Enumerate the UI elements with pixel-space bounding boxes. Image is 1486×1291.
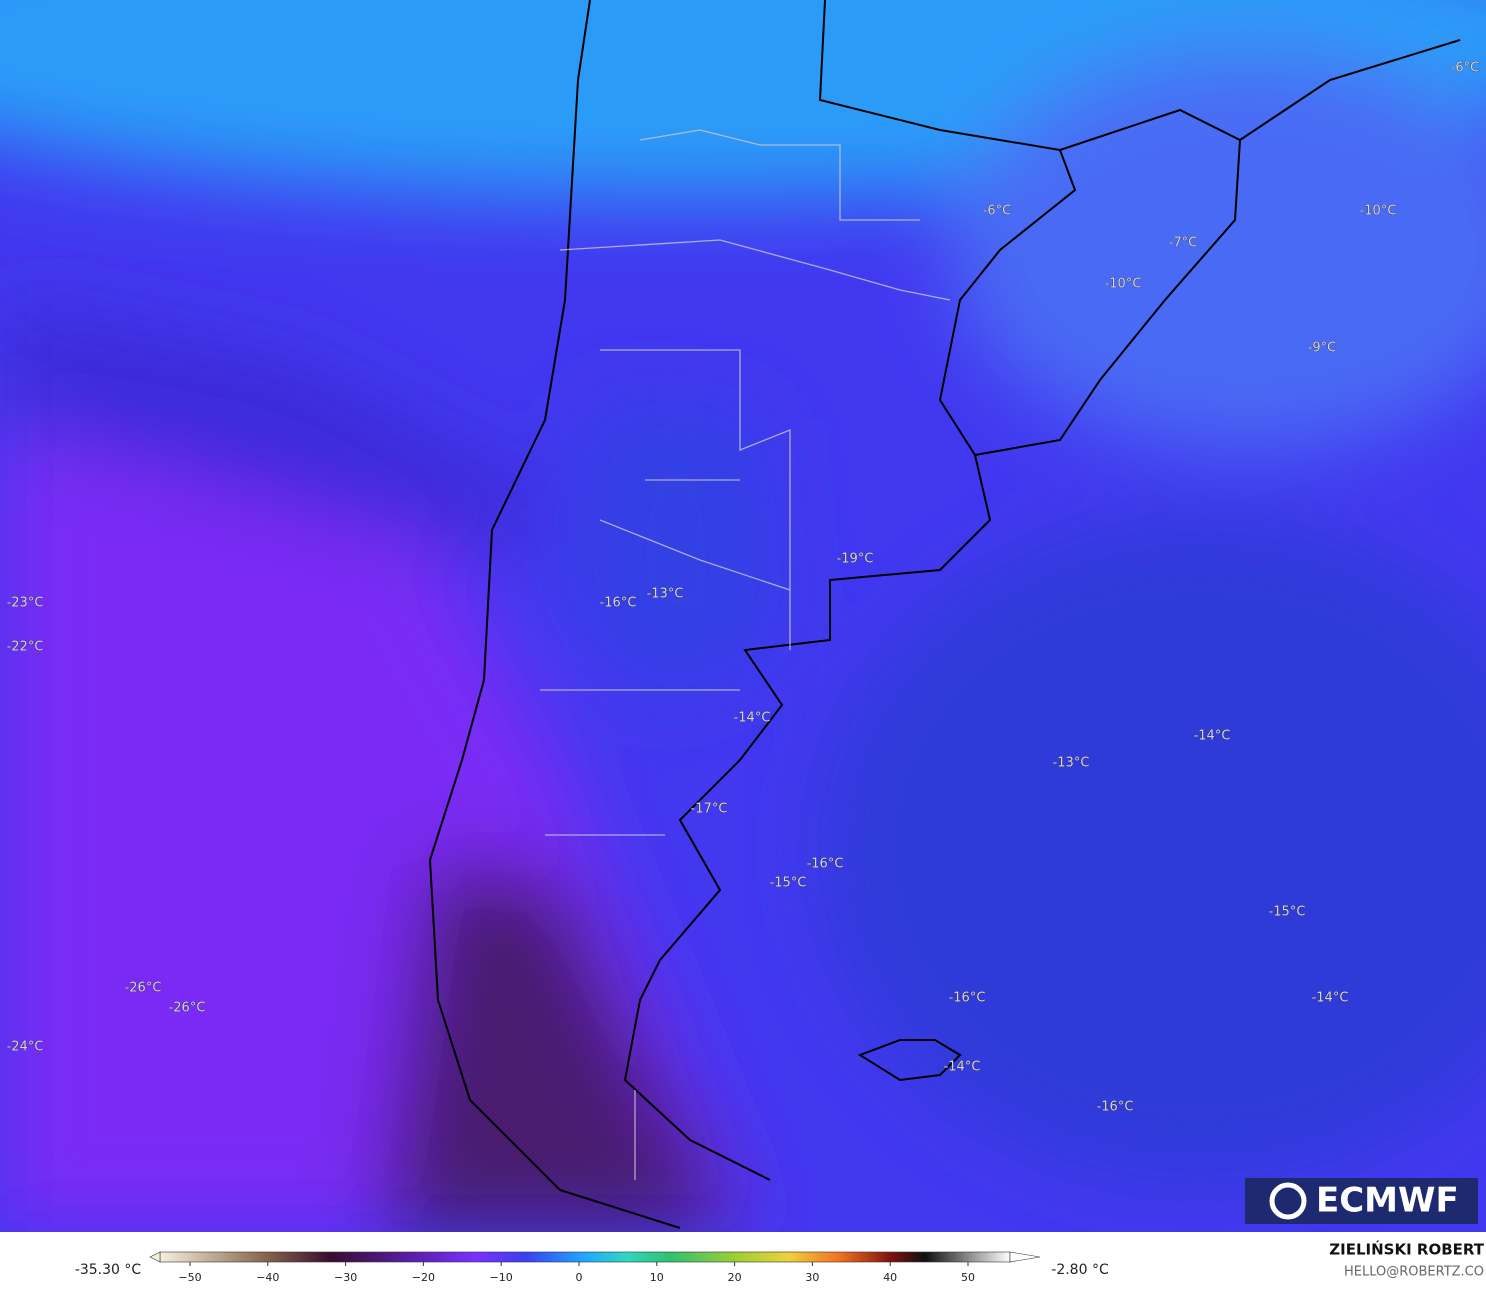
logo-icon [1269, 1182, 1307, 1220]
colorbar-tick-label: 20 [728, 1271, 742, 1284]
temperature-label: -16°C [1097, 1100, 1134, 1115]
temperature-label: -19°C [837, 552, 874, 567]
temperature-label: -9°C [1308, 341, 1337, 356]
temperature-label: -13°C [1053, 756, 1090, 771]
colorbar-tick-label: −20 [412, 1271, 435, 1284]
temperature-label: -10°C [1360, 204, 1397, 219]
temperature-label: -15°C [770, 876, 807, 891]
colorbar-tick-label: −30 [334, 1271, 357, 1284]
temperature-label: -6°C [983, 204, 1012, 219]
colorbar-tick-label: 40 [883, 1271, 897, 1284]
colorbar [159, 1251, 1011, 1263]
temperature-label: -26°C [169, 1001, 206, 1016]
temperature-label: -6°C [1451, 61, 1480, 76]
email: HELLO@ROBERTZ.CO [1344, 1265, 1484, 1280]
temperature-label: -7°C [1169, 236, 1198, 251]
temperature-label: -26°C [125, 981, 162, 996]
colorbar-ticks: −50 −40 −30 −20 −10 0 10 20 30 40 50 [178, 1262, 975, 1284]
logo-text: ECMWF [1316, 1181, 1459, 1221]
colorbar-min: -35.30 °C [75, 1262, 142, 1278]
temperature-label: -16°C [949, 991, 986, 1006]
temperature-label: -23°C [7, 596, 44, 611]
temperature-label: -14°C [1312, 991, 1349, 1006]
map [0, 0, 1486, 1232]
temperature-label: -17°C [691, 802, 728, 817]
temperature-label: -14°C [734, 711, 771, 726]
temperature-label: -14°C [944, 1060, 981, 1075]
temperature-label: -14°C [1194, 729, 1231, 744]
temperature-label: -15°C [1269, 905, 1306, 920]
colorbar-tick-label: −50 [178, 1271, 201, 1284]
temperature-label: -13°C [647, 587, 684, 602]
colorbar-tick-label: −10 [490, 1271, 513, 1284]
colorbar-tick-label: 30 [805, 1271, 819, 1284]
colorbar-max: -2.80 °C [1051, 1262, 1109, 1278]
temperature-label: -24°C [7, 1040, 44, 1055]
logo: ECMWF [1245, 1178, 1478, 1224]
temperature-label: -16°C [600, 596, 637, 611]
temperature-label: -16°C [807, 857, 844, 872]
temperature-label: -22°C [7, 640, 44, 655]
temperature-labels: -6°C -6°C -10°C -7°C -10°C -9°C -19°C -23°C -22°… [6, 60, 1480, 1115]
colorbar-tick-label: 10 [650, 1271, 664, 1284]
temperature-label: -10°C [1105, 277, 1142, 292]
author: ZIELIŃSKI ROBERT [1329, 1240, 1484, 1259]
colorbar-tick-label: −40 [256, 1271, 279, 1284]
colorbar-tick-label: 0 [576, 1271, 583, 1284]
colorbar-tick-label: 50 [961, 1271, 975, 1284]
